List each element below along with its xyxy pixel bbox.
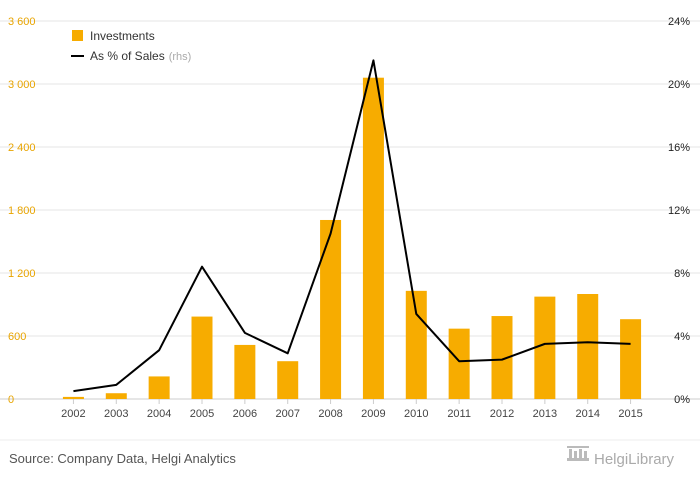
bar-2013 <box>534 296 556 399</box>
right-tick-label: 0% <box>674 394 690 406</box>
legend-investments-label: Investments <box>90 29 155 43</box>
right-axis-ticks: 0% 4% 8% 12% 16% 20% 24% <box>668 16 690 406</box>
right-tick-label: 20% <box>668 79 690 91</box>
right-tick-label: 24% <box>668 16 690 28</box>
left-tick-label: 1 800 <box>8 205 36 217</box>
gridlines <box>0 20 700 400</box>
bar-2010 <box>405 290 427 399</box>
helgi-library-logo: HelgiLibrary <box>567 446 675 468</box>
left-axis-ticks: 0 600 1 200 1 800 2 400 3 000 3 600 <box>8 16 36 406</box>
bar-2011 <box>448 328 470 399</box>
left-tick-label: 0 <box>8 394 14 406</box>
x-tick-label: 2013 <box>533 408 557 420</box>
bar-2014 <box>577 294 599 399</box>
legend-sales-ratio-suffix: (rhs) <box>169 51 192 63</box>
legend: Investments As % of Sales (rhs) <box>71 29 191 63</box>
bar-2006 <box>234 344 256 399</box>
left-tick-label: 600 <box>8 331 26 343</box>
x-tick-label: 2005 <box>190 408 214 420</box>
left-tick-label: 2 400 <box>8 142 36 154</box>
x-tick-label: 2006 <box>233 408 257 420</box>
sales-ratio-polyline <box>73 59 631 393</box>
bar-2009 <box>362 77 384 399</box>
x-tick-label: 2014 <box>575 408 599 420</box>
bar-2002 <box>62 396 84 399</box>
x-tick-label: 2004 <box>147 408 171 420</box>
x-tick-label: 2015 <box>618 408 642 420</box>
left-tick-label: 3 000 <box>8 79 36 91</box>
bar-2008 <box>320 219 342 399</box>
right-tick-label: 12% <box>668 205 690 217</box>
x-tick-label: 2002 <box>61 408 85 420</box>
bar-2015 <box>620 319 642 399</box>
investment-bars <box>62 77 642 399</box>
legend-investments-swatch <box>72 30 83 41</box>
brand-name: HelgiLibrary <box>594 451 675 468</box>
bar-2005 <box>191 316 213 399</box>
left-tick-label: 1 200 <box>8 268 36 280</box>
x-axis-ticks: 2002 2003 2004 2005 2006 2007 2008 2009 2010 2011… <box>61 399 643 420</box>
right-tick-label: 16% <box>668 142 690 154</box>
x-tick-label: 2009 <box>361 408 385 420</box>
x-tick-label: 2011 <box>447 408 471 420</box>
sales-ratio-line <box>73 59 631 393</box>
bar-2012 <box>491 316 513 399</box>
bar-2004 <box>148 376 170 399</box>
x-tick-label: 2007 <box>275 408 299 420</box>
legend-sales-ratio-label: As % of Sales (rhs) <box>90 49 191 63</box>
source-note: Source: Company Data, Helgi Analytics <box>9 451 236 466</box>
x-tick-label: 2008 <box>318 408 342 420</box>
bar-2007 <box>277 361 299 399</box>
right-tick-label: 8% <box>674 268 690 280</box>
x-tick-label: 2003 <box>104 408 128 420</box>
library-building-icon <box>567 446 589 461</box>
x-tick-label: 2010 <box>404 408 428 420</box>
right-tick-label: 4% <box>674 331 690 343</box>
bar-2003 <box>105 393 127 399</box>
x-tick-label: 2012 <box>490 408 514 420</box>
left-tick-label: 3 600 <box>8 16 36 28</box>
legend-sales-ratio-name: As % of Sales <box>90 49 165 63</box>
